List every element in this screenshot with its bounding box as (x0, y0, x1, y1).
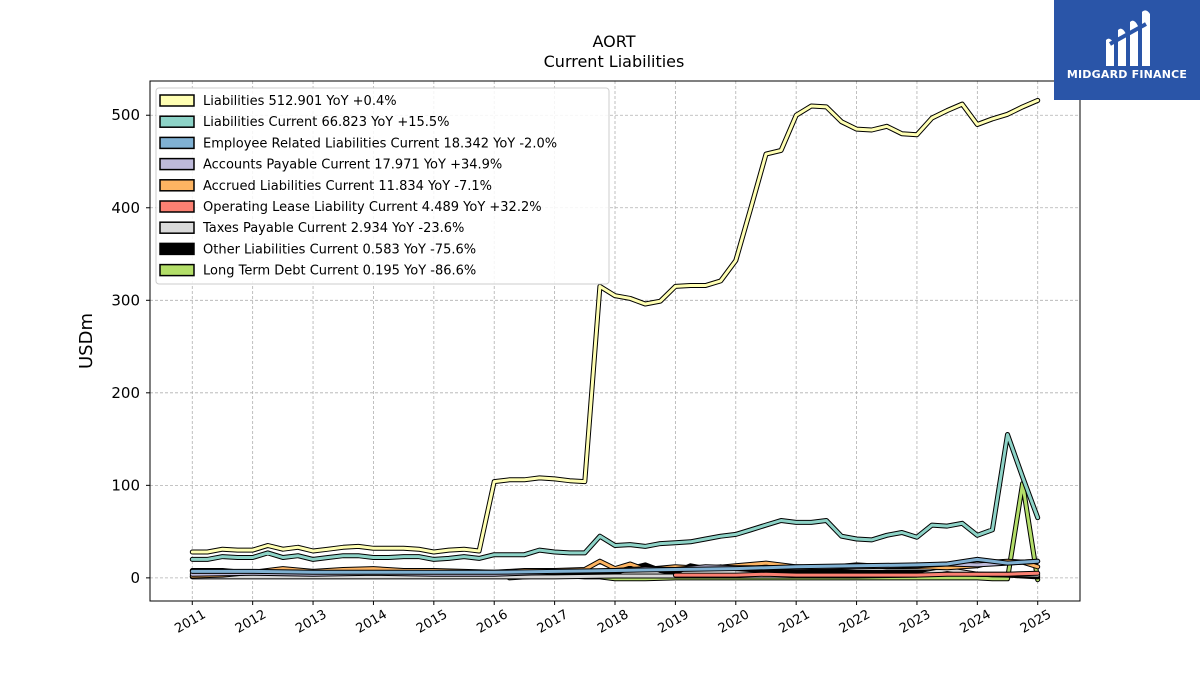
x-tick-label: 2020 (716, 607, 752, 637)
legend-label: Employee Related Liabilities Current 18.… (203, 136, 557, 151)
legend-swatch (159, 94, 195, 107)
legend-label: Operating Lease Liability Current 4.489 … (203, 200, 542, 215)
legend-label: Liabilities 512.901 YoY +0.4% (203, 94, 397, 109)
x-tick-label: 2023 (897, 607, 933, 637)
x-tick-label: 2017 (535, 607, 571, 637)
legend-label: Taxes Payable Current 2.934 YoY -23.6% (202, 221, 464, 236)
legend-label: Accounts Payable Current 17.971 YoY +34.… (203, 158, 502, 173)
y-tick-label: 100 (111, 476, 140, 494)
y-tick-label: 400 (111, 199, 140, 217)
legend-swatch (159, 157, 195, 171)
x-tick-label: 2022 (837, 607, 873, 637)
legend-swatch (159, 242, 195, 256)
series-line (190, 98, 1040, 554)
series-line (190, 557, 1040, 574)
x-tick-label: 2018 (595, 607, 631, 637)
legend-box (155, 87, 610, 285)
legend-label: Other Liabilities Current 0.583 YoY -75.… (203, 242, 476, 257)
chart-subtitle: Current Liabilities (543, 52, 685, 71)
legend-swatch (159, 179, 195, 192)
brand-logo-icon (1106, 10, 1150, 67)
brand-logo: MIDGARD FINANCE (1054, 0, 1200, 100)
x-tick-label: 2019 (656, 607, 692, 637)
y-tick-label: 0 (130, 569, 140, 587)
x-tick-label: 2015 (414, 607, 450, 637)
series-line (190, 433, 1040, 561)
x-tick-label: 2025 (1018, 607, 1054, 637)
chart-title: AORT (592, 32, 636, 51)
x-tick-label: 2016 (474, 607, 510, 637)
legend: Liabilities 512.901 YoY +0.4% Liabilities… (155, 87, 610, 285)
x-tick-label: 2013 (293, 607, 329, 637)
legend-label: Long Term Debt Current 0.195 YoY -86.6% (203, 264, 476, 279)
y-tick-label: 500 (111, 106, 140, 124)
x-tick-label: 2024 (958, 607, 994, 637)
legend-swatch (159, 221, 195, 234)
legend-label: Accrued Liabilities Current 11.834 YoY -… (203, 179, 492, 194)
legend-swatch (159, 200, 195, 213)
legend-swatch (159, 136, 195, 150)
y-axis-label: USDm (76, 313, 97, 369)
x-tick-label: 2012 (233, 607, 269, 637)
series-group (189, 97, 1041, 583)
x-tick-label: 2021 (776, 607, 812, 637)
series-line (673, 571, 1040, 577)
legend-label: Liabilities Current 66.823 YoY +15.5% (203, 115, 450, 130)
legend-swatch (159, 263, 195, 277)
x-tick-label: 2014 (354, 607, 390, 637)
series-line (190, 559, 1040, 578)
y-tick-label: 300 (111, 291, 140, 309)
legend-swatch (159, 115, 195, 128)
brand-name: MIDGARD FINANCE (1066, 68, 1188, 81)
y-tick-label: 200 (111, 384, 140, 402)
x-tick-label: 2011 (172, 607, 208, 637)
